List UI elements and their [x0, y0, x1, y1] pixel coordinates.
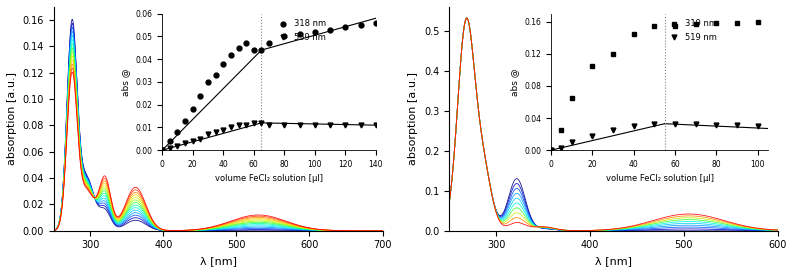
X-axis label: λ [nm]: λ [nm]: [595, 256, 632, 266]
Y-axis label: absorption [a.u.]: absorption [a.u.]: [408, 72, 418, 165]
X-axis label: λ [nm]: λ [nm]: [199, 256, 237, 266]
Y-axis label: absorption [a.u.]: absorption [a.u.]: [7, 72, 17, 165]
